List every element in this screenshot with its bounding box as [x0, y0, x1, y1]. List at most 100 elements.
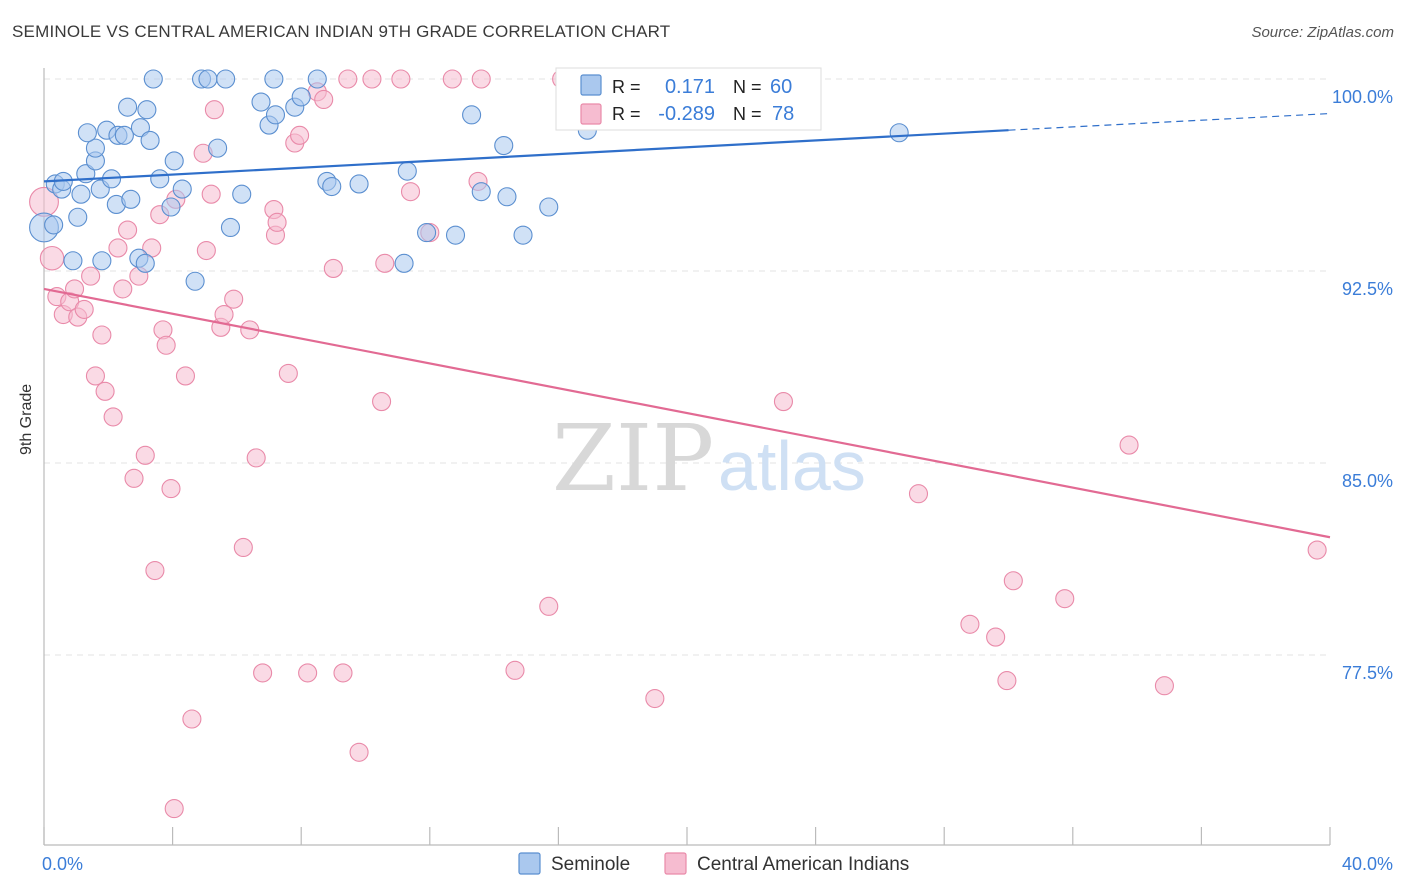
cai-point-11 [95, 381, 115, 401]
seminole-point-51 [471, 182, 491, 202]
grid-lines [44, 78, 1330, 656]
legend-label-seminole[interactable]: Seminole [551, 854, 630, 875]
seminole-point-31 [198, 69, 218, 89]
seminole-point-23 [140, 130, 160, 150]
cai-point-27 [182, 709, 202, 729]
stat-r-value-seminole: 0.171 [665, 76, 715, 98]
seminole-point-42 [307, 69, 327, 89]
stats-legend: R = 0.171 N = 60 R = -0.289 N = 78 [555, 67, 822, 131]
series-legend: Seminole Central American Indians [518, 852, 909, 875]
cai-swatch [580, 103, 602, 125]
stat-n-value-cai: 78 [772, 103, 794, 125]
cai-point-13 [108, 238, 128, 258]
cai-point-61 [539, 596, 559, 616]
seminole-point-36 [251, 92, 271, 112]
cai-point-22 [153, 320, 173, 340]
cai-point-30 [201, 184, 221, 204]
cai-point-7 [74, 299, 94, 319]
seminole-point-48 [417, 223, 437, 243]
cai-point-72 [1055, 589, 1075, 609]
cai-point-42 [278, 363, 298, 383]
cai-point-26 [175, 366, 196, 386]
cai-point-8 [81, 266, 101, 286]
cai-point-66 [773, 392, 794, 412]
cai-point-33 [214, 304, 234, 325]
watermark: ZIP atlas [552, 405, 866, 512]
seminole-point-33 [216, 69, 236, 89]
stat-r-value-cai: -0.289 [658, 103, 715, 125]
cai-point-54 [391, 69, 411, 89]
watermark-zip: ZIP [552, 405, 714, 512]
legend-swatch-seminole[interactable] [518, 852, 541, 875]
seminole-trend-line [43, 129, 1009, 183]
cai-point-69 [986, 627, 1006, 647]
cai-point-47 [323, 258, 343, 278]
stat-n-value-seminole: 60 [770, 76, 792, 98]
seminole-point-7 [71, 184, 91, 204]
seminole-swatch [580, 74, 602, 96]
legend-swatch-cai[interactable] [664, 852, 687, 875]
seminole-point-21 [130, 118, 150, 138]
x-tick-label-0: 0.0% [42, 854, 83, 874]
cai-point-74 [1154, 676, 1174, 696]
cai-points [29, 69, 1327, 819]
seminole-point-25 [150, 169, 170, 189]
seminole-point-10 [85, 138, 105, 158]
cai-point-50 [349, 742, 369, 762]
seminole-point-57 [889, 123, 909, 143]
cai-point-64 [645, 688, 665, 709]
watermark-atlas: atlas [718, 427, 866, 505]
cai-point-52 [372, 392, 392, 412]
seminole-point-26 [161, 197, 181, 217]
seminole-point-41 [291, 87, 311, 107]
cai-point-12 [103, 407, 123, 427]
seminole-point-45 [349, 174, 369, 194]
cai-point-67 [908, 484, 929, 504]
cai-point-57 [442, 69, 462, 89]
seminole-point-58 [137, 100, 157, 120]
cai-point-38 [253, 663, 273, 683]
seminole-point-19 [121, 189, 141, 209]
seminole-point-55 [539, 197, 559, 217]
cai-point-10 [92, 325, 112, 345]
cai-point-59 [471, 69, 491, 89]
cai-point-37 [246, 448, 266, 468]
seminole-point-47 [397, 161, 417, 181]
cai-point-70 [997, 671, 1017, 691]
legend-label-cai[interactable]: Central American Indians [697, 854, 909, 875]
y-tick-label-2: 85.0% [1342, 471, 1393, 491]
seminole-point-54 [513, 225, 533, 245]
seminole-point-6 [68, 207, 88, 227]
seminole-trend-extension [1008, 112, 1331, 131]
seminole-point-22 [135, 253, 155, 273]
stat-n-label-seminole: N = [733, 77, 762, 97]
seminole-point-32 [208, 138, 228, 158]
cai-point-23 [156, 335, 176, 355]
cai-point-51 [362, 69, 382, 89]
cai-point-60 [505, 660, 525, 680]
y-tick-label-3: 77.5% [1342, 663, 1393, 683]
seminole-point-27 [164, 151, 184, 171]
seminole-point-52 [494, 136, 514, 156]
seminole-point-1 [44, 215, 64, 235]
seminole-point-17 [114, 125, 134, 145]
cai-point-55 [400, 182, 421, 202]
cai-point-76 [164, 799, 184, 819]
cai-point-9 [85, 366, 105, 386]
x-tick-label-1: 40.0% [1342, 854, 1393, 874]
stat-r-label-cai: R = [612, 104, 641, 124]
seminole-point-46 [394, 253, 414, 273]
y-tick-label-0: 100.0% [1332, 87, 1393, 107]
cai-point-14 [113, 279, 133, 299]
seminole-point-18 [118, 97, 138, 117]
cai-point-71 [1003, 571, 1023, 591]
seminole-point-35 [232, 184, 252, 204]
cai-point-48 [333, 663, 353, 683]
cai-point-77 [314, 89, 334, 110]
cai-point-34 [224, 289, 244, 309]
cai-point-1 [39, 245, 65, 271]
stat-n-label-cai: N = [733, 104, 762, 124]
cai-point-15 [118, 220, 138, 240]
seminole-point-34 [220, 217, 241, 238]
